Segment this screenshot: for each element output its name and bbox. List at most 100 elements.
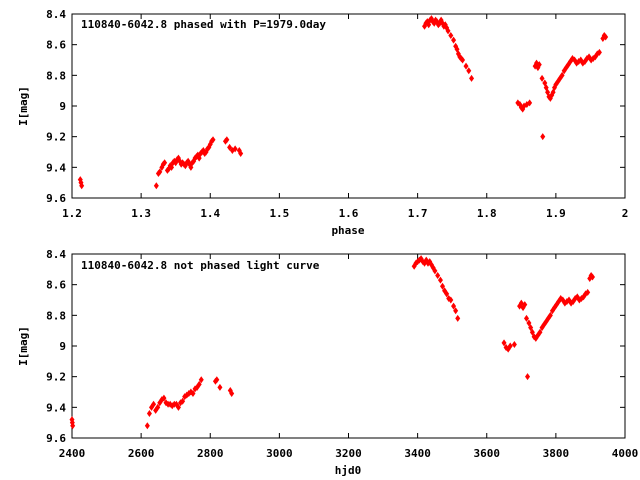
y-tick-label: 8.8 [46,309,66,322]
data-point [527,99,533,107]
y-axis-label: I[mag] [17,86,30,126]
data-point [501,339,507,347]
data-point [198,376,204,384]
x-tick-label: 3400 [404,447,431,460]
x-tick-label: 4000 [612,447,639,460]
x-tick-label: 2 [622,207,629,220]
data-point [214,376,220,384]
y-tick-label: 9.4 [46,161,66,174]
data-point [547,311,553,319]
data-point [435,271,441,279]
data-point [79,182,85,190]
data-point [445,27,451,35]
data-point [453,307,459,315]
data-point [511,340,517,348]
y-axis-label: I[mag] [17,326,30,366]
x-tick-label: 1.5 [269,207,289,220]
y-tick-label: 9.6 [46,192,66,205]
x-tick-labels: 2400 2600 2800 3000 3200 3400 3600 3800 4000 [59,447,639,460]
data-point [526,319,532,327]
data-point [523,314,529,322]
x-axis-label: phase [331,224,364,237]
data-point [507,342,513,350]
data-point [70,422,76,430]
x-tick-label: 2800 [197,447,224,460]
phased-light-curve-panel: 1.2 1.3 1.4 1.5 1.6 1.7 1.8 1.9 2 8.4 8.6 8.8 9 9.2 9… [17,8,628,237]
chart-title: 110840-6042.8 not phased light curve [81,259,320,272]
y-tick-label: 8.4 [46,248,66,261]
y-tick-label: 9.2 [46,371,66,384]
data-point [537,328,543,336]
data-point [559,71,565,79]
data-point [224,136,230,144]
data-points [77,15,609,190]
x-tick-label: 1.2 [62,207,82,220]
data-point [455,314,461,322]
data-point [161,394,167,402]
y-tick-label: 8.8 [46,69,66,82]
data-point [217,383,223,391]
data-point [210,136,216,144]
data-point [432,267,438,275]
data-point [196,380,202,388]
y-tick-label: 8.4 [46,8,66,21]
data-point [162,159,168,167]
data-point [146,409,152,417]
data-point [144,422,150,430]
y-tick-labels: 8.4 8.6 8.8 9 9.2 9.4 9.6 [46,248,66,445]
data-point [525,373,531,381]
x-tick-label: 1.7 [408,207,428,220]
data-point [522,301,528,309]
data-points [69,255,596,430]
x-tick-label: 1.9 [546,207,566,220]
data-point [238,150,244,158]
chart-title: 110840-6042.8 phased with P=1979.0day [81,18,326,31]
data-point [540,133,546,141]
data-point [232,145,238,153]
plot-frame [71,13,626,199]
data-point [451,36,457,44]
y-tick-label: 8.6 [46,279,66,292]
data-point [466,67,472,75]
data-point [463,62,469,70]
x-tick-label: 2600 [128,447,155,460]
data-point [596,48,602,56]
data-point [180,397,186,405]
data-point [539,74,545,82]
x-tick-label: 1.8 [477,207,497,220]
data-point [590,273,596,281]
x-tick-label: 3800 [543,447,570,460]
y-tick-labels: 8.4 8.6 8.8 9 9.2 9.4 9.6 [46,8,66,205]
axis-ticks [71,253,626,439]
data-point [448,31,454,39]
data-point [585,288,591,296]
data-point [603,33,609,41]
data-point [157,168,163,176]
x-tick-label: 3200 [335,447,362,460]
data-point [440,282,446,290]
x-tick-label: 1.6 [339,207,359,220]
x-axis-label: hjd0 [335,464,362,477]
data-point [437,276,443,284]
unphased-light-curve-panel: 2400 2600 2800 3000 3200 3400 3600 3800 4000 8.4… [17,248,638,477]
data-point [175,403,181,411]
data-point [153,182,159,190]
data-point [469,74,475,82]
data-point [444,290,450,298]
x-tick-label: 1.4 [200,207,220,220]
y-tick-label: 9 [59,340,66,353]
x-tick-label: 2400 [59,447,86,460]
axis-ticks [71,13,626,199]
x-tick-labels: 1.2 1.3 1.4 1.5 1.6 1.7 1.8 1.9 2 [62,207,628,220]
data-point [536,61,542,69]
data-point [460,56,466,64]
y-tick-label: 9.4 [46,401,66,414]
y-tick-label: 8.6 [46,39,66,52]
data-point [451,302,457,310]
y-tick-label: 9.2 [46,131,66,144]
data-point [448,296,454,304]
x-tick-label: 1.3 [131,207,151,220]
data-point [528,324,534,332]
data-point [155,403,161,411]
